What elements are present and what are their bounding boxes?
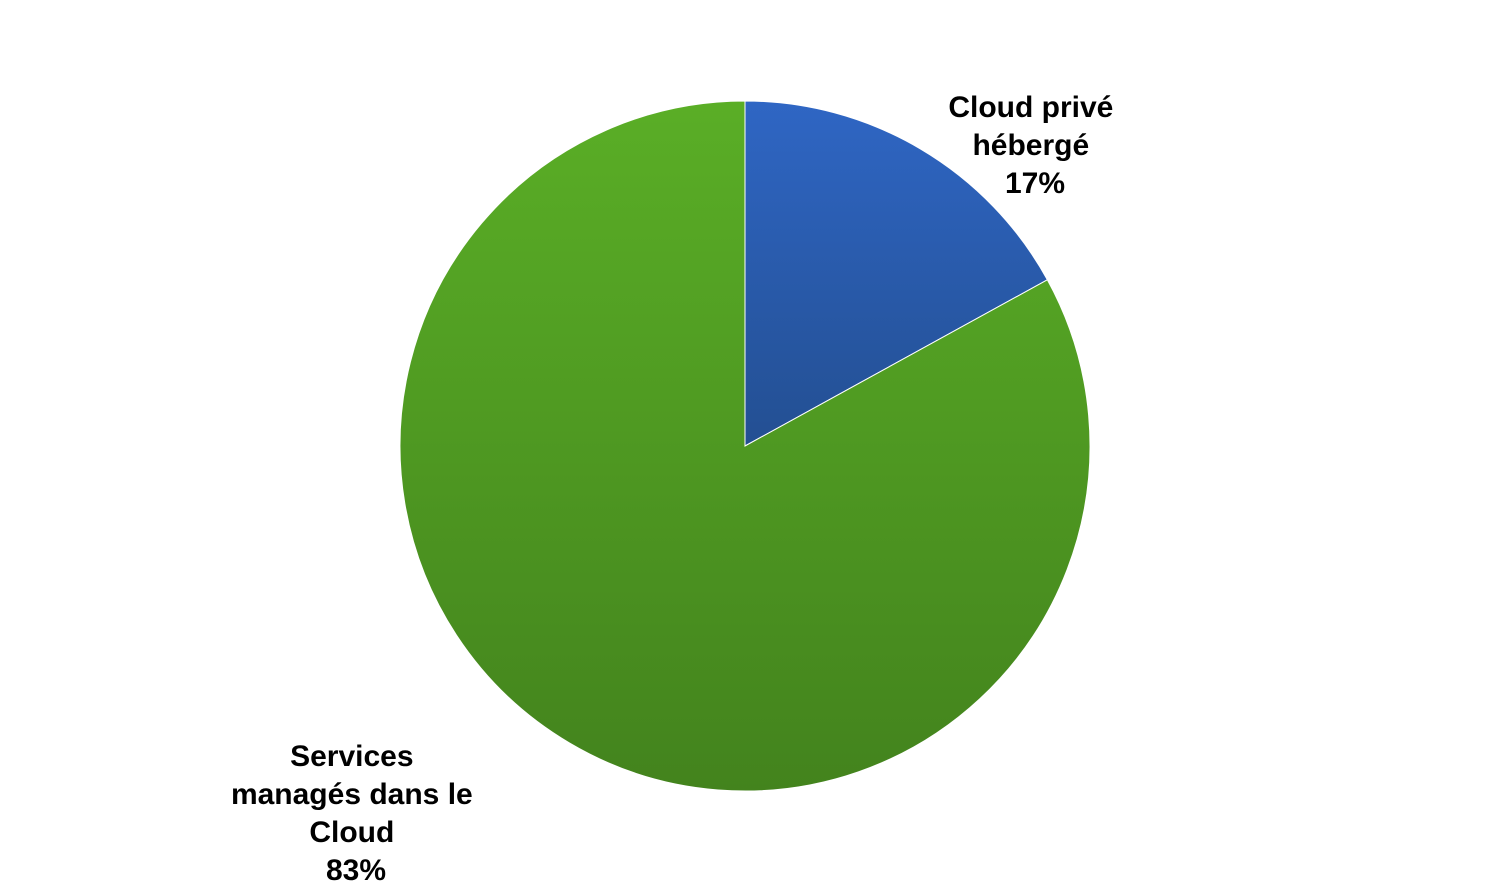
slice-labels: Cloud privé hébergé 17% Services managés… [231, 91, 1121, 887]
pie-slice-cloud-prive [744, 100, 1049, 447]
slice-label-cloud-prive: Cloud privé hébergé 17% [948, 91, 1121, 200]
pie-slice-services-manages [399, 100, 1091, 792]
slice-label-services-manages: Services managés dans le Cloud 83% [231, 740, 481, 887]
pie-slices [399, 100, 1091, 792]
